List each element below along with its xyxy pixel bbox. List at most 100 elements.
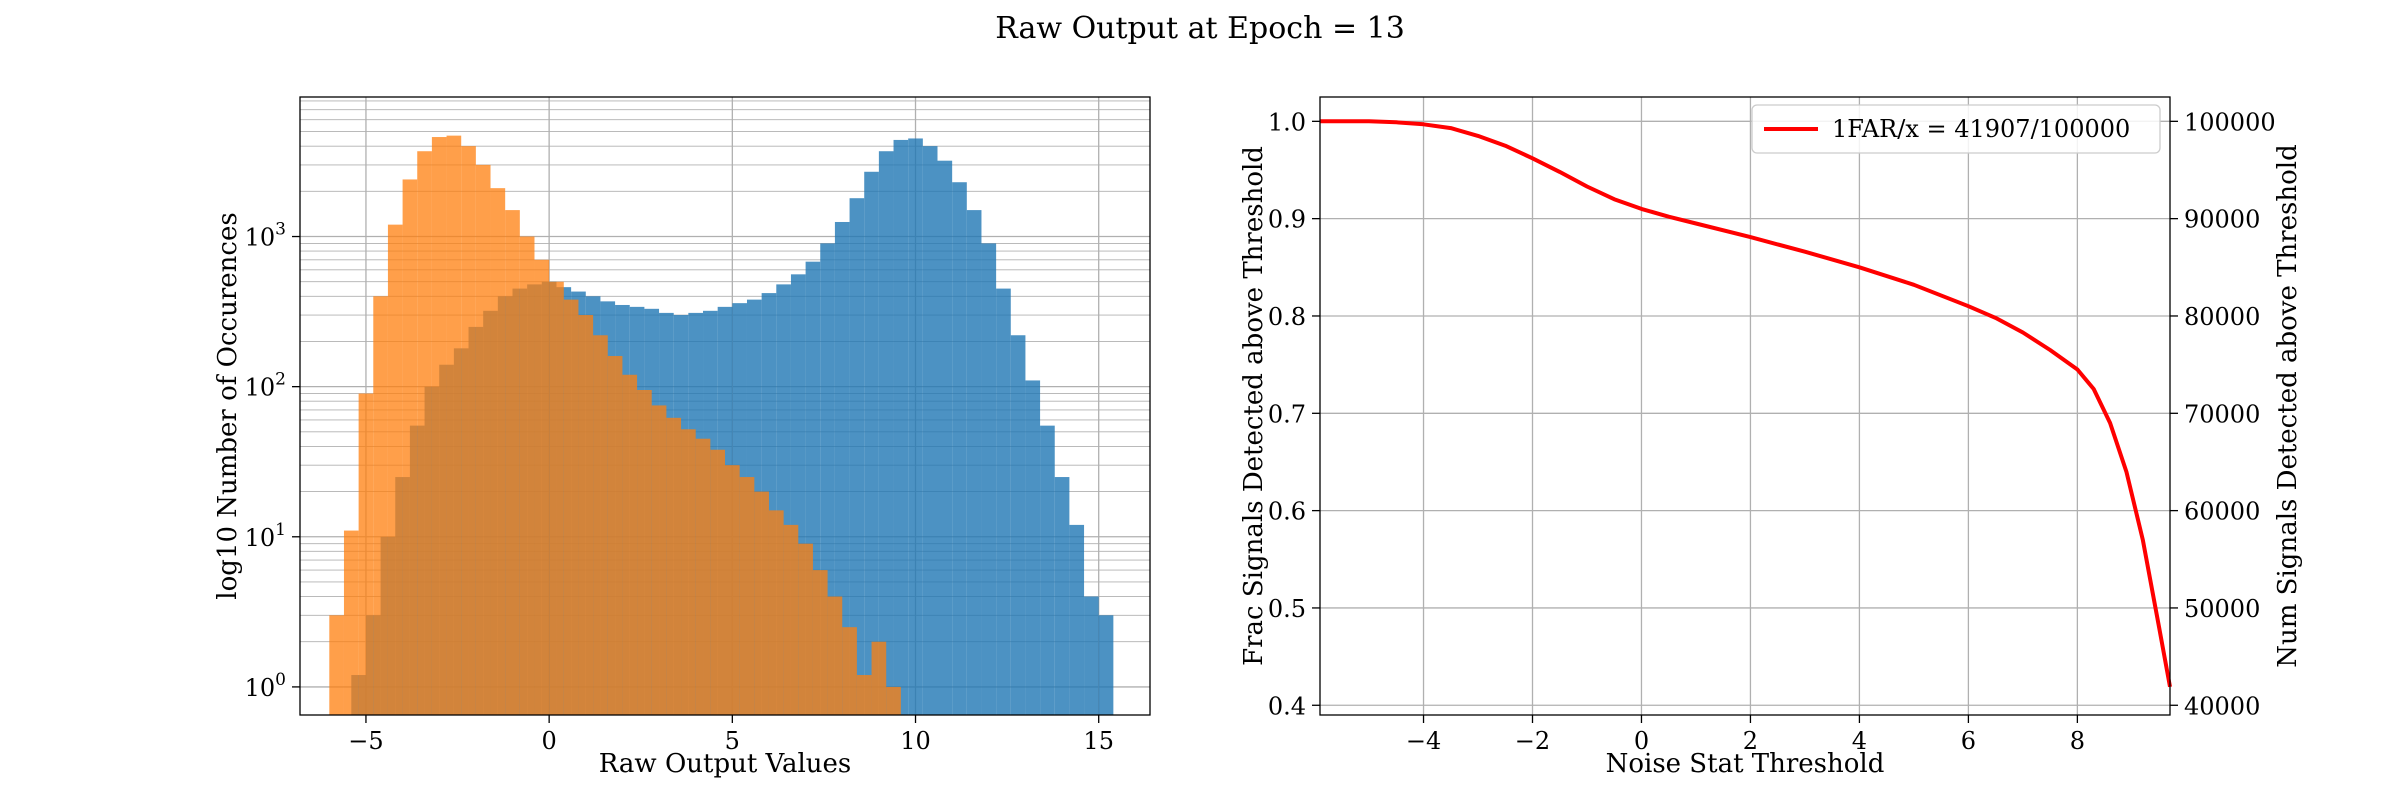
detection-y-tick-label: 1.0 <box>1268 108 1306 136</box>
signal-histogram-bar <box>710 449 725 715</box>
signal-histogram-bar <box>739 477 755 715</box>
legend: 1FAR/x = 41907/100000 <box>1751 104 2161 154</box>
signal-histogram-bar <box>490 188 506 716</box>
detection-x-tick-label: 0 <box>1634 727 1649 755</box>
histogram-x-tick-label: 5 <box>725 727 740 755</box>
detection-x-tick-label: 8 <box>2070 727 2085 755</box>
histogram-y-axis-label: log10 Number of Occurences <box>213 212 243 599</box>
detection-right-y-tick-label: 70000 <box>2184 400 2260 428</box>
detection-x-tick-label: 4 <box>1852 727 1867 755</box>
signal-histogram-bar <box>783 524 799 715</box>
detection-x-axis-label: Noise Stat Threshold <box>1606 749 1885 779</box>
signal-histogram-bar <box>666 417 682 715</box>
detection-ticks: −4 −2 0 2 4 6 8 0.4 0.5 0.6 0.7 0.8 0.9 1.0 40000 50000… <box>1268 108 2276 755</box>
histogram-x-tick-label: −5 <box>348 727 383 755</box>
histogram-x-axis-label: Raw Output Values <box>599 749 851 779</box>
signal-histogram-bar <box>798 543 813 715</box>
detection-x-tick-label: −4 <box>1406 727 1441 755</box>
noise-histogram-bar <box>952 182 967 715</box>
noise-histogram-bar <box>864 171 879 715</box>
detection-grid <box>1320 97 2170 715</box>
noise-histogram-bar <box>1010 335 1026 715</box>
detection-right-y-tick-label: 90000 <box>2184 206 2260 234</box>
noise-histogram-bar <box>908 138 923 715</box>
histogram-panel: −5 0 5 10 15 100 101 102 103 Raw Output Values l… <box>213 96 1151 779</box>
signal-histogram-bar <box>754 491 769 715</box>
signal-histogram-bar <box>856 675 872 715</box>
signal-histogram-bar <box>563 299 579 715</box>
signal-histogram-bar <box>768 510 784 715</box>
signal-histogram-bar <box>373 296 388 715</box>
detection-y-axis-label: Frac Signals Detected above Threshold <box>1239 146 1269 666</box>
detection-right-y-axis-label: Num Signals Detected above Threshold <box>2273 144 2303 667</box>
signal-histogram-bar <box>725 465 740 715</box>
signal-histogram-bar <box>343 530 359 715</box>
signal-histogram-bar <box>402 179 418 716</box>
signal-histogram-bar <box>358 393 374 715</box>
legend-entry: 1FAR/x = 41907/100000 <box>1832 115 2130 143</box>
detection-y-tick-label: 0.7 <box>1268 400 1306 428</box>
signal-histogram-bar <box>886 686 901 715</box>
detection-right-y-tick-label: 80000 <box>2184 303 2260 331</box>
signal-histogram-bar <box>681 429 696 715</box>
signal-histogram-bar <box>549 281 564 715</box>
noise-histogram-bar <box>849 198 865 715</box>
detection-y-tick-label: 0.8 <box>1268 303 1306 331</box>
signal-histogram-bar <box>578 315 594 715</box>
histogram-ticks: −5 0 5 10 15 100 101 102 103 <box>245 220 1114 755</box>
detection-right-y-tick-label: 60000 <box>2184 498 2260 526</box>
signal-histogram-bar <box>519 236 535 715</box>
detection-y-tick-label: 0.4 <box>1268 692 1306 720</box>
histogram-x-tick-label: 10 <box>900 727 931 755</box>
signal-histogram-bar <box>827 596 843 715</box>
detection-right-y-tick-label: 100000 <box>2184 108 2276 136</box>
detection-y-tick-label: 0.6 <box>1268 498 1306 526</box>
signal-histogram-bar <box>329 615 344 715</box>
detection-x-tick-label: 2 <box>1743 727 1758 755</box>
noise-histogram-bar <box>996 288 1011 715</box>
noise-histogram-bar <box>1054 477 1070 715</box>
histogram-x-tick-label: 0 <box>541 727 556 755</box>
detection-y-tick-label: 0.9 <box>1268 206 1306 234</box>
noise-histogram-bar <box>1069 524 1085 715</box>
histogram-y-tick-label: 103 <box>245 220 286 252</box>
signal-histogram-bar <box>637 390 652 715</box>
signal-histogram-bar <box>431 137 447 716</box>
detection-right-y-tick-label: 40000 <box>2184 692 2260 720</box>
signal-histogram-bar <box>417 151 432 715</box>
signal-histogram-bar <box>461 146 476 716</box>
signal-histogram-bar <box>505 210 520 715</box>
noise-histogram-bar <box>878 151 894 715</box>
histogram-y-tick-label: 102 <box>245 370 286 402</box>
noise-histogram-bar <box>1098 615 1114 715</box>
signal-histogram-bar <box>475 164 491 716</box>
detection-right-y-tick-label: 50000 <box>2184 595 2260 623</box>
signal-histogram-bar <box>871 641 887 715</box>
detection-y-tick-label: 0.5 <box>1268 595 1306 623</box>
noise-histogram-bar <box>893 139 909 716</box>
histogram-axes-frame <box>299 96 1151 716</box>
noise-histogram-bar <box>922 146 938 716</box>
noise-histogram-bar <box>966 210 982 715</box>
signal-histogram-bar <box>387 224 403 715</box>
detection-curve-line <box>1320 119 2172 688</box>
noise-histogram-bar <box>1040 425 1055 715</box>
signal-histogram-bar <box>593 335 608 715</box>
signal-histogram-bar <box>534 259 550 715</box>
signal-histogram-bar <box>622 374 638 715</box>
histogram-bars <box>329 135 1114 716</box>
noise-histogram-bar <box>981 243 997 715</box>
histogram-y-tick-label: 100 <box>245 670 286 702</box>
detection-panel: −4 −2 0 2 4 6 8 0.4 0.5 0.6 0.7 0.8 0.9 1.0 40000 50000… <box>1239 96 2303 779</box>
detection-x-tick-label: −2 <box>1515 727 1550 755</box>
legend-box <box>1751 104 2161 154</box>
noise-histogram-bar <box>937 160 953 716</box>
detection-x-tick-label: 6 <box>1961 727 1976 755</box>
signal-histogram-bar <box>651 405 667 715</box>
noise-histogram-bar <box>1025 380 1041 715</box>
signal-histogram-bar <box>812 570 828 715</box>
histogram-x-tick-label: 15 <box>1083 727 1114 755</box>
signal-histogram-bar <box>607 356 623 715</box>
detection-axes-frame <box>1319 96 2171 716</box>
